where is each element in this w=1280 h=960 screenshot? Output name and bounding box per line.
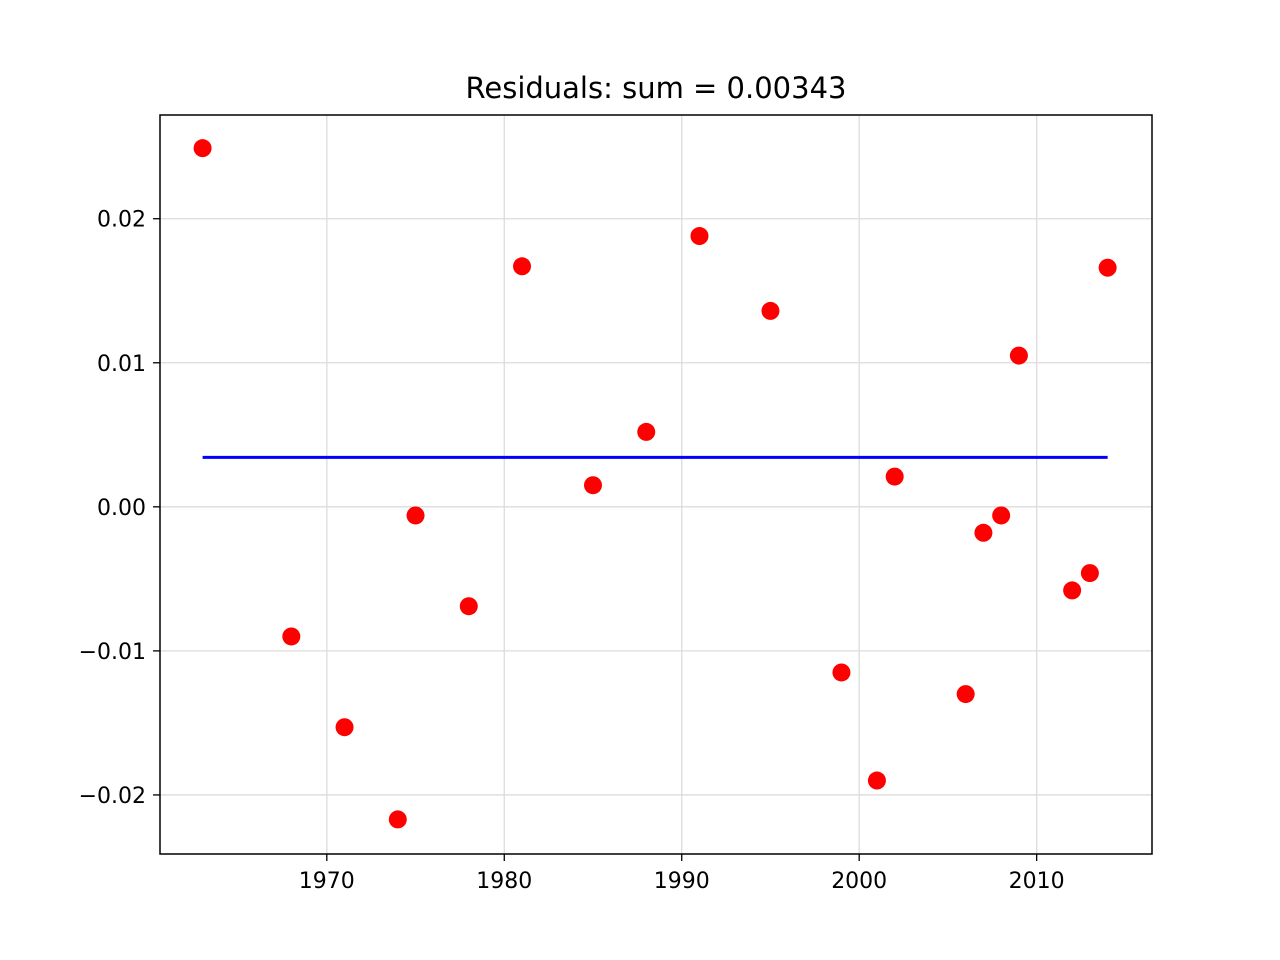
residual-point bbox=[282, 627, 301, 646]
x-tick-label: 1980 bbox=[476, 869, 532, 894]
chart-title: Residuals: sum = 0.00343 bbox=[466, 71, 847, 105]
x-tick-label: 2000 bbox=[831, 869, 887, 894]
residual-point bbox=[406, 506, 425, 525]
x-tick-label: 2010 bbox=[1009, 869, 1065, 894]
residual-point bbox=[1009, 346, 1028, 365]
residual-point bbox=[1098, 258, 1117, 277]
residual-point bbox=[832, 663, 851, 682]
residual-point bbox=[637, 422, 656, 441]
residual-point bbox=[867, 771, 886, 790]
residual-point bbox=[956, 685, 975, 704]
x-axis: 1970 1980 1990 2000 2010 bbox=[299, 854, 1065, 894]
residual-point bbox=[388, 810, 407, 829]
residual-point bbox=[1080, 564, 1099, 583]
y-tick-label: 0.00 bbox=[97, 496, 146, 521]
residual-point bbox=[513, 257, 532, 276]
residual-point bbox=[974, 523, 993, 542]
residual-point bbox=[992, 506, 1011, 525]
plot-frame bbox=[159, 114, 1153, 855]
y-tick-label: −0.02 bbox=[79, 784, 146, 809]
y-axis: 0.02 0.01 0.00 −0.01 −0.02 bbox=[79, 208, 160, 809]
residual-point bbox=[193, 139, 212, 158]
y-tick-label: −0.01 bbox=[79, 640, 146, 665]
residual-points bbox=[193, 139, 1117, 829]
residual-point bbox=[459, 597, 478, 616]
x-tick-label: 1990 bbox=[654, 869, 710, 894]
residual-point bbox=[1063, 581, 1082, 600]
y-tick-label: 0.01 bbox=[97, 352, 146, 377]
residual-point bbox=[885, 467, 904, 486]
residual-point bbox=[335, 718, 354, 737]
y-tick-label: 0.02 bbox=[97, 208, 146, 233]
grid-lines bbox=[160, 115, 1152, 854]
residual-point bbox=[690, 227, 709, 246]
residual-point bbox=[584, 476, 603, 495]
residual-point bbox=[761, 301, 780, 320]
x-tick-label: 1970 bbox=[299, 869, 355, 894]
